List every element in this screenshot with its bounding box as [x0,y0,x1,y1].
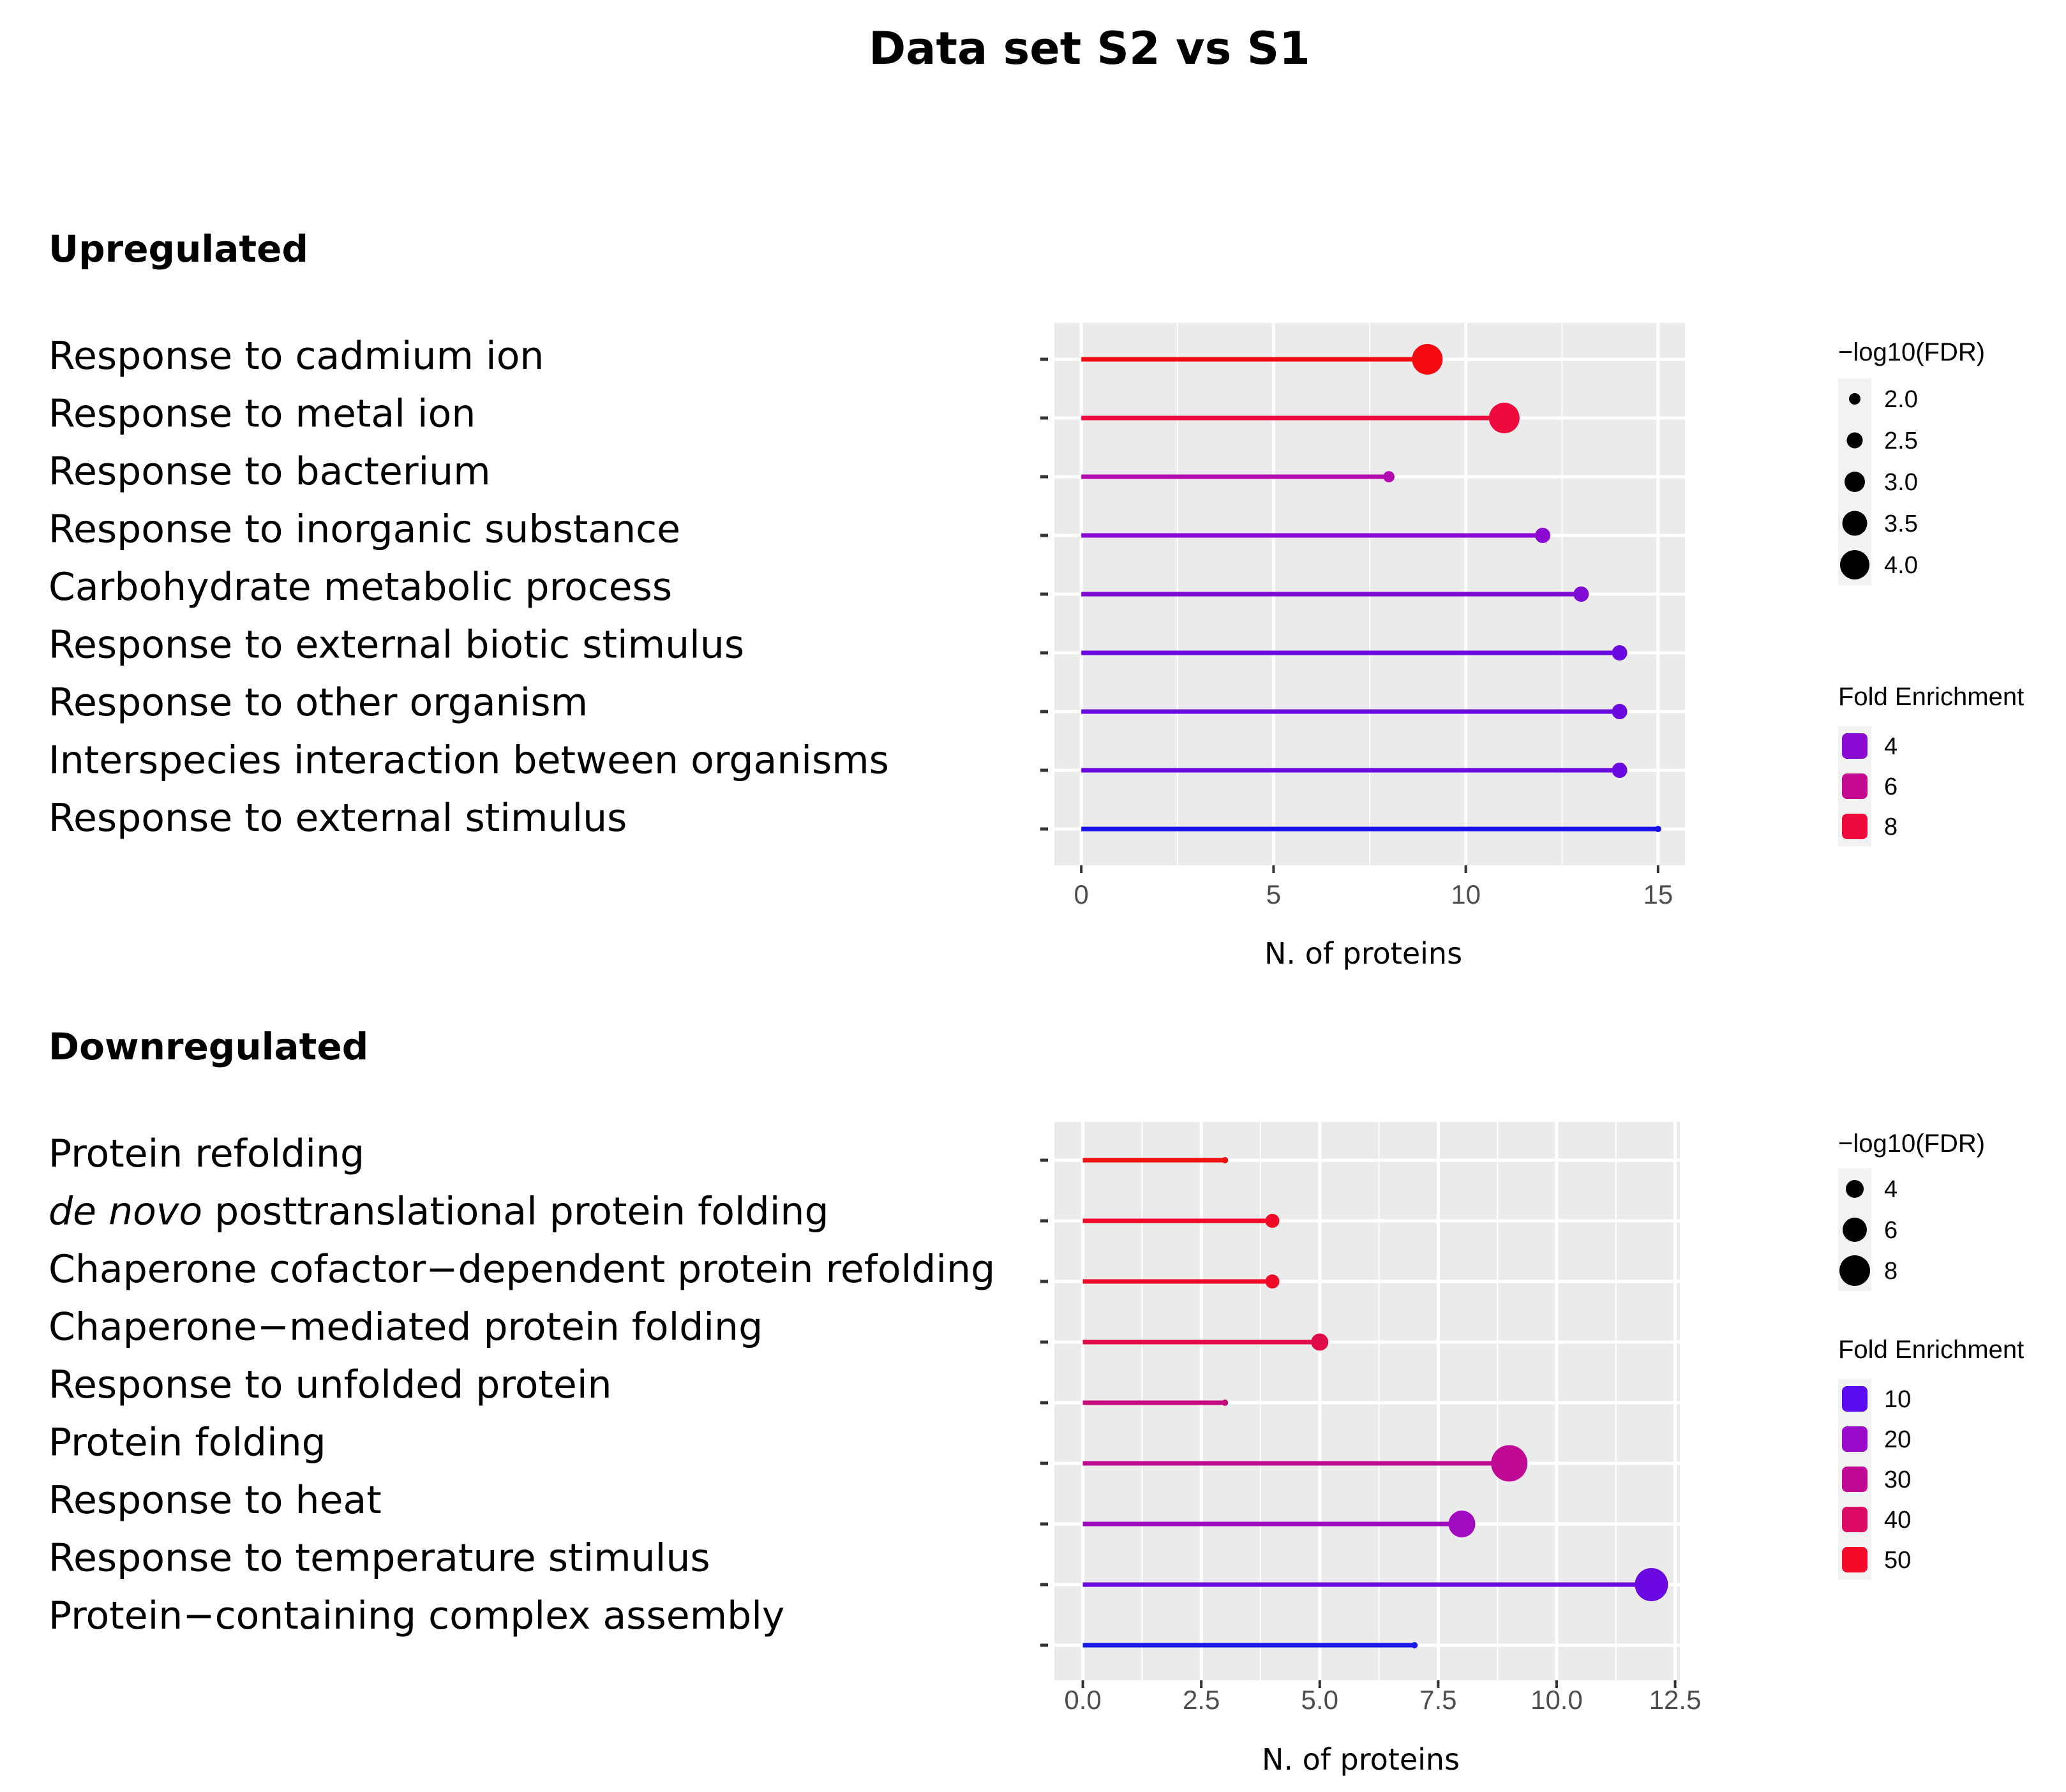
legend-fold-label: 6 [1884,773,1898,800]
lollipop-point [1612,645,1628,661]
lollipop-point [1488,403,1520,433]
term-label: Protein−containing complex assembly [49,1594,784,1638]
lollipop-point [1535,528,1551,543]
legend-fdr-label: 4 [1884,1176,1898,1203]
legend-fdr-dot [1846,432,1863,449]
chart-downregulated: 0.0 2.5 5.0 7.5 10.0 12.5 Protein refolding de … [49,1122,2024,1777]
term-label: Interspecies interaction between organis… [49,738,889,783]
x-tick-label: 10.0 [1531,1685,1583,1715]
term-label: Response to unfolded protein [49,1363,612,1407]
lollipop-point [1265,1274,1280,1288]
legend-fold-swatch [1842,733,1868,759]
lollipop-point [1222,1157,1229,1163]
legend-fold-label: 8 [1884,814,1898,840]
x-tick-label: 5.0 [1301,1685,1338,1715]
lollipop-point [1222,1400,1229,1406]
x-tick-label: 0 [1074,879,1088,909]
legend-fold-title: Fold Enrichment [1838,683,2024,711]
lollipop-point [1311,1333,1329,1351]
lollipop-point [1383,471,1395,482]
term-label: Response to external stimulus [49,796,627,840]
legend-fold-swatch [1842,773,1868,799]
section-label-downregulated: Downregulated [49,1025,368,1068]
lollipop-point [1411,1642,1418,1648]
lollipop-point [1491,1445,1528,1482]
figure-title: Data set S2 vs S1 [869,22,1310,75]
legend-fold-label: 10 [1884,1386,1911,1413]
term-label: Response to other organism [49,680,588,725]
legend-fold-label: 30 [1884,1467,1911,1493]
lollipop-point [1573,586,1589,602]
legend-fold-label: 40 [1884,1507,1911,1534]
legend-fdr-dot [1849,393,1860,405]
legend-fold-swatch [1842,1386,1868,1412]
lollipop-point [1654,826,1661,832]
section-label-upregulated: Upregulated [49,227,308,271]
legend-fold-label: 50 [1884,1547,1911,1574]
legend-fdr-dot [1842,511,1868,536]
legend-fdr-label: 2.0 [1884,386,1918,413]
term-label: Response to cadmium ion [49,334,544,378]
term-label: Response to temperature stimulus [49,1536,710,1581]
legend-fdr-label: 3.0 [1884,469,1918,496]
legend-fold-label: 4 [1884,733,1898,760]
term-label: Response to inorganic substance [49,507,680,552]
legend-fdr-title: −log10(FDR) [1838,1130,1985,1158]
legend-fdr-dot [1846,1180,1864,1198]
legend-fdr-label: 3.5 [1884,511,1918,537]
term-label: Response to external biotic stimulus [49,623,744,668]
lollipop-point [1612,704,1628,719]
legend-fold-swatch [1842,1467,1868,1492]
legend-fold-title: Fold Enrichment [1838,1336,2024,1364]
term-label: Protein folding [49,1421,326,1465]
term-label: Carbohydrate metabolic process [49,565,672,609]
legend-fdr-dot [1845,472,1865,492]
lollipop-point [1635,1568,1668,1601]
x-tick-label: 12.5 [1649,1685,1702,1715]
legend-fold-swatch [1842,1507,1868,1532]
legend-fold-swatch [1842,1547,1868,1572]
term-label: Protein refolding [49,1131,364,1176]
legend-fdr-label: 2.5 [1884,428,1918,454]
term-label: Chaperone−mediated protein folding [49,1305,763,1350]
lollipop-point [1612,763,1628,778]
legend-fdr-dot [1843,1218,1867,1242]
legend-fdr-dot [1839,1255,1870,1286]
legend-fold-label: 20 [1884,1426,1911,1453]
x-tick-label: 7.5 [1419,1685,1456,1715]
legend-fdr-label: 8 [1884,1258,1898,1285]
term-label-italic: de novo [49,1190,202,1234]
legend-fold-swatch [1842,814,1868,839]
chart-upregulated: 0 5 10 15 Response to cadmium ion Response to… [49,323,2024,971]
legend-fold-swatch [1842,1426,1868,1452]
term-label-rest: posttranslational protein folding [202,1190,829,1234]
lollipop-point [1412,344,1443,375]
legend-fdr-title: −log10(FDR) [1838,338,1985,366]
x-axis-label: N. of proteins [1262,1742,1460,1777]
legend-fdr-label: 6 [1884,1217,1898,1244]
x-tick-label: 2.5 [1183,1685,1220,1715]
x-tick-label: 10 [1451,879,1481,909]
term-label: Response to heat [49,1478,382,1523]
term-label: Response to metal ion [49,392,475,437]
legend-fdr-label: 4.0 [1884,552,1918,579]
x-tick-label: 0.0 [1064,1685,1101,1715]
x-tick-label: 5 [1266,879,1281,909]
x-tick-label: 15 [1643,879,1673,909]
term-label: Chaperone cofactor−dependent protein ref… [49,1247,995,1292]
term-label: Response to bacterium [49,449,491,494]
lollipop-point [1448,1511,1476,1537]
term-label: de novo posttranslational protein foldin… [49,1190,829,1234]
lollipop-point [1265,1214,1280,1228]
x-axis-label: N. of proteins [1264,936,1462,971]
legend-fdr-dot [1840,550,1869,579]
